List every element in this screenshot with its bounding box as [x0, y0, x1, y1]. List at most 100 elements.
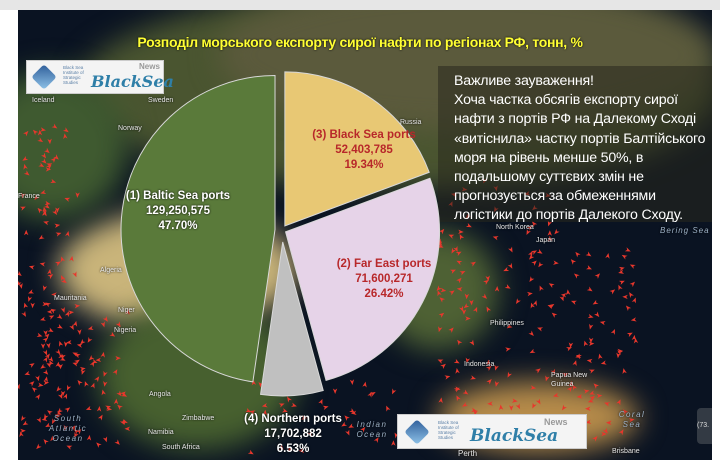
ship-marker [486, 306, 492, 313]
ship-marker [119, 419, 125, 425]
ship-marker [50, 157, 56, 163]
ship-marker [528, 330, 534, 336]
ship-marker [47, 268, 52, 275]
ship-marker [618, 266, 625, 272]
map-label: Papua New Guinea [551, 372, 588, 388]
ship-marker [36, 443, 42, 450]
ship-marker [531, 260, 537, 266]
ship-marker [69, 255, 74, 262]
ship-marker [23, 302, 29, 309]
ship-marker [125, 309, 130, 315]
ship-marker [545, 375, 550, 382]
ship-marker [594, 273, 601, 279]
ship-marker [42, 210, 47, 216]
ship-marker [101, 389, 106, 396]
ship-marker [90, 382, 95, 389]
ship-marker [332, 388, 338, 394]
ship-marker [587, 398, 594, 403]
ship-marker [471, 407, 478, 413]
ship-marker [249, 410, 256, 415]
ship-marker [20, 428, 26, 434]
ship-marker [465, 357, 471, 364]
ship-marker [469, 299, 474, 306]
ship-marker [22, 156, 29, 161]
map-label: Iceland [32, 97, 55, 104]
ship-marker [64, 407, 71, 413]
ship-marker [54, 223, 61, 228]
ship-marker [40, 189, 47, 194]
ship-marker [587, 313, 594, 319]
ship-marker [76, 428, 82, 435]
ship-marker [392, 388, 397, 395]
ship-marker [60, 390, 66, 397]
ship-marker [528, 254, 535, 260]
ship-marker [550, 368, 556, 375]
ship-marker [103, 370, 108, 377]
ship-marker [486, 359, 491, 366]
ship-marker [247, 449, 254, 455]
ship-marker [456, 277, 462, 284]
slice-percent-label: 47.70% [158, 220, 198, 232]
ship-marker [602, 427, 608, 434]
pie-slice [259, 241, 324, 397]
ship-marker [37, 207, 43, 214]
ship-marker [55, 361, 60, 368]
ship-marker [605, 252, 610, 259]
ocean-label: Coral Sea [618, 410, 646, 429]
ship-marker [55, 261, 61, 267]
ship-marker [87, 325, 94, 330]
ship-marker [42, 301, 48, 307]
ship-marker [262, 409, 268, 416]
ship-marker [440, 363, 446, 369]
map-label: Mauritania [54, 295, 87, 302]
ship-marker [526, 229, 531, 235]
ship-marker [43, 439, 49, 445]
ship-marker [66, 339, 72, 345]
pie-slice-label: (1) Baltic Sea ports 129,250,575 47.70% [126, 189, 230, 234]
side-tab[interactable]: (73. [697, 408, 712, 444]
ship-marker [508, 246, 513, 253]
ship-marker [536, 249, 543, 254]
ship-marker [481, 293, 488, 299]
ship-marker [503, 266, 510, 272]
ship-marker [630, 317, 637, 322]
ship-marker [450, 269, 456, 274]
ship-marker [123, 419, 128, 425]
ship-marker [39, 262, 46, 267]
ship-marker [60, 256, 66, 263]
ship-marker [601, 431, 607, 437]
ship-marker [258, 382, 264, 388]
ship-marker [42, 369, 49, 375]
ship-marker [42, 206, 48, 213]
ship-marker [553, 392, 559, 398]
ship-marker [349, 408, 355, 414]
ship-marker [86, 434, 92, 441]
ship-marker [507, 371, 512, 378]
ship-marker [47, 138, 52, 145]
ship-marker [77, 379, 83, 386]
ship-marker [624, 247, 631, 252]
ship-marker [63, 341, 69, 347]
map-label: Algeria [100, 267, 122, 274]
ship-marker [509, 405, 514, 411]
ship-marker [575, 353, 582, 358]
pie-slice-label: (4) Northern ports 17,702,882 6.53% [244, 412, 342, 457]
ship-marker [74, 432, 79, 438]
ship-marker [63, 424, 69, 431]
ship-marker [42, 285, 48, 292]
ship-marker [301, 415, 308, 420]
ship-marker [281, 408, 288, 413]
ship-marker [485, 365, 492, 371]
ship-marker [469, 339, 475, 346]
ship-marker [48, 356, 54, 362]
ship-marker [530, 385, 537, 390]
ship-marker [458, 305, 464, 312]
ship-marker [66, 445, 73, 450]
ship-marker [21, 415, 26, 422]
map-label: Indonesia [464, 361, 495, 368]
ship-marker [44, 353, 50, 360]
ship-marker [570, 300, 577, 305]
ship-marker [72, 320, 78, 327]
ship-marker [586, 265, 592, 270]
ship-marker [596, 393, 603, 399]
